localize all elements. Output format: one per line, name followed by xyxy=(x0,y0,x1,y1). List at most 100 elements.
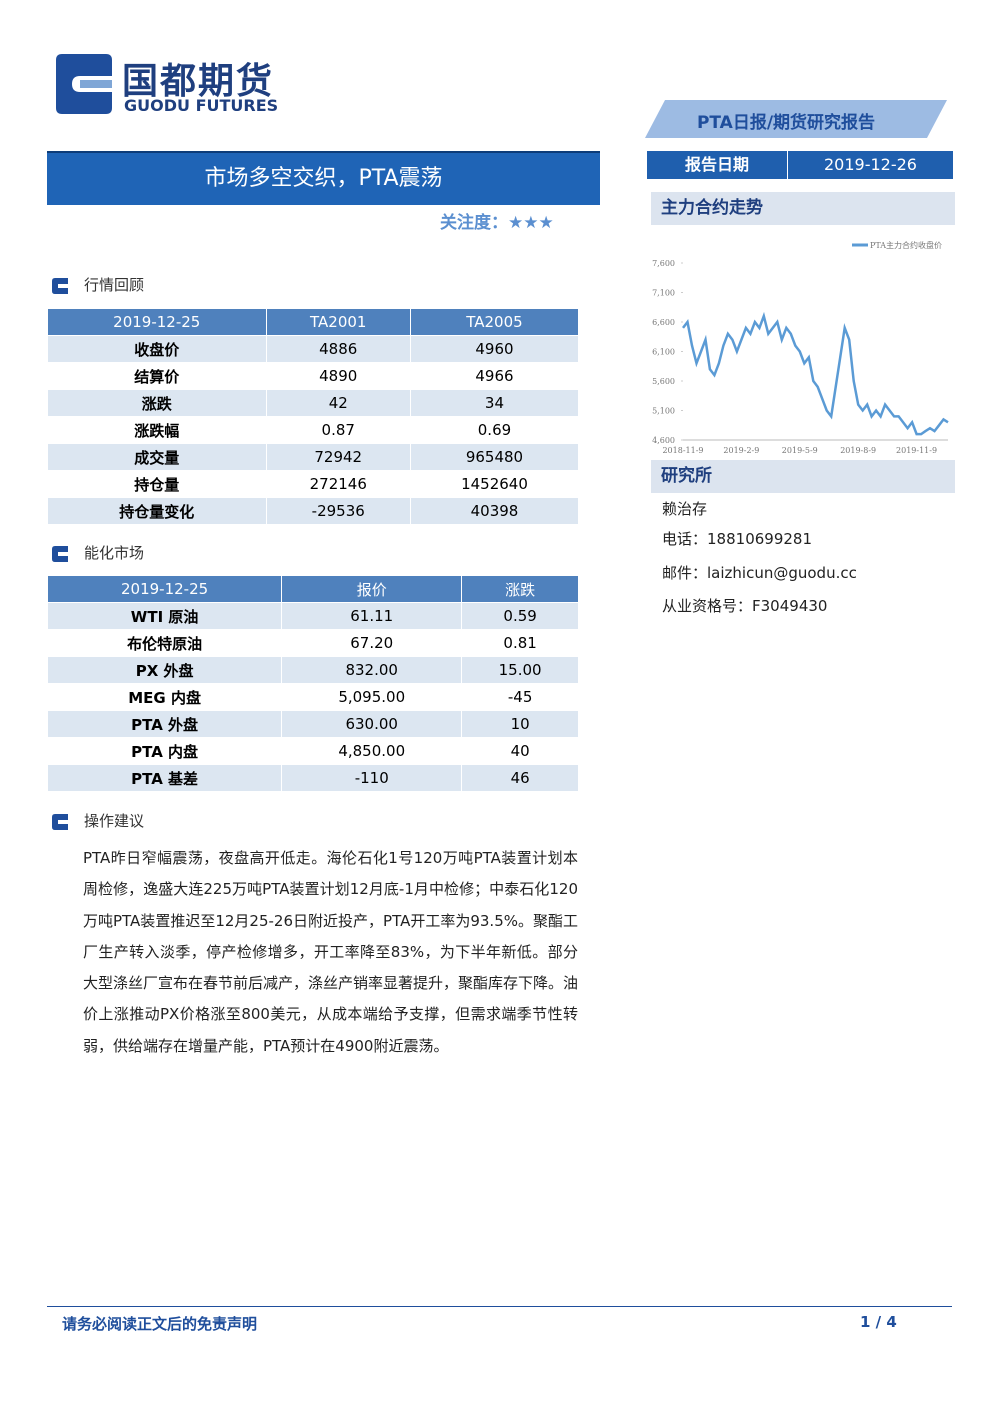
phone: 电话：18810699281 xyxy=(662,528,812,549)
section-title: 操作建议 xyxy=(84,812,145,830)
y-tick-label: 7,600 xyxy=(652,259,675,268)
energy-table: 2019-12-25 报价 涨跌 WTI 原油 61.11 0.59 布伦特原油 67.20 0… xyxy=(46,575,579,792)
x-tick-label: 2019-11-9 xyxy=(896,446,937,455)
email-label: 邮件： xyxy=(662,564,708,582)
header-cell: 2019-12-25 xyxy=(46,575,283,603)
legend-label: PTA主力合约收盘价 xyxy=(870,240,942,250)
section-title: 行情回顾 xyxy=(84,276,145,294)
header-cell: 2019-12-25 xyxy=(47,308,267,336)
date: 2019-12-26 xyxy=(788,151,953,179)
row-label: WTI 原油 xyxy=(46,602,283,630)
header-cell: TA2005 xyxy=(409,308,580,336)
date-label: 报告日期 xyxy=(647,151,787,179)
cell: 46 xyxy=(461,764,579,792)
quote-table: 2019-12-25 TA2001 TA2005 收盘价 4886 4960 结算价 4890… xyxy=(47,308,580,525)
x-tick-label: 2018-11-9 xyxy=(662,446,703,455)
row: PTA 基差 -110 46 xyxy=(46,764,579,792)
line xyxy=(682,311,949,436)
disclaimer[interactable]: 请务必阅读正文后的免责声明 xyxy=(62,1315,258,1333)
cell: 10 xyxy=(461,710,579,738)
cell: 0.59 xyxy=(461,602,579,630)
cell: -110 xyxy=(281,764,463,792)
row-label: 持仓量 xyxy=(47,470,267,498)
analyst: 赖治存 xyxy=(662,500,708,518)
row: 涨跌 42 34 xyxy=(47,389,580,417)
license-value: F3049430 xyxy=(752,597,828,615)
y-tick-label: 7,100 xyxy=(652,289,675,298)
banner xyxy=(645,100,947,138)
cell: 5,095.00 xyxy=(281,683,463,711)
research-title: 研究所 xyxy=(651,460,955,493)
cell: 4,850.00 xyxy=(281,737,463,765)
logo-cn: 国都期货 xyxy=(122,61,275,102)
row: 持仓量变化 -29536 40398 xyxy=(47,497,580,525)
cell: 272146 xyxy=(265,470,411,498)
cell: 40398 xyxy=(409,497,580,525)
attention-label: 关注度： xyxy=(440,213,508,233)
header-cell: 涨跌 xyxy=(461,575,579,603)
attention-stars: ★★★ xyxy=(508,213,554,233)
logo-en: GUODU FUTURES xyxy=(124,96,279,115)
row: MEG 内盘 5,095.00 -45 xyxy=(46,683,579,711)
cell: 630.00 xyxy=(281,710,463,738)
cell: 4960 xyxy=(409,335,580,363)
cell: 42 xyxy=(265,389,411,417)
section: 能化市场 xyxy=(50,542,144,563)
cell: 4886 xyxy=(265,335,411,363)
cell: -45 xyxy=(461,683,579,711)
x-tick-label: 2019-2-9 xyxy=(723,446,759,455)
row: 结算价 4890 4966 xyxy=(47,362,580,390)
cell: 965480 xyxy=(409,443,580,471)
row-label: 收盘价 xyxy=(47,335,267,363)
phone-label: 电话： xyxy=(662,530,708,548)
section-icon xyxy=(52,277,68,294)
attention: 关注度：★★★ xyxy=(440,208,554,233)
cell: 40 xyxy=(461,737,579,765)
cell: -29536 xyxy=(265,497,411,525)
section-title: 能化市场 xyxy=(84,544,145,562)
section-icon xyxy=(52,545,68,562)
row: 持仓量 272146 1452640 xyxy=(47,470,580,498)
logo-icon xyxy=(56,54,112,114)
row-label: 持仓量变化 xyxy=(47,497,267,525)
chart-title: 主力合约走势 xyxy=(651,192,955,225)
header-row: 2019-12-25 报价 涨跌 xyxy=(46,575,579,603)
header-row: 2019-12-25 TA2001 TA2005 xyxy=(47,308,580,336)
row-label: PTA 外盘 xyxy=(46,710,283,738)
email: 邮件：laizhicun@guodu.cc xyxy=(662,562,857,583)
row: 布伦特原油 67.20 0.81 xyxy=(46,629,579,657)
license-label: 从业资格号： xyxy=(662,597,753,615)
x-tick-label: 2019-5-9 xyxy=(782,446,818,455)
cell: 67.20 xyxy=(281,629,463,657)
y-tick-label: 5,100 xyxy=(652,407,675,416)
row: WTI 原油 61.11 0.59 xyxy=(46,602,579,630)
page-number: 1 / 4 xyxy=(860,1313,897,1331)
title: 市场多空交织，PTA震荡 xyxy=(47,151,600,205)
x-tick-label: 2019-8-9 xyxy=(840,446,876,455)
y-tick-label: 6,100 xyxy=(652,348,675,357)
cell: 4890 xyxy=(265,362,411,390)
y-tick-label: 6,600 xyxy=(652,318,675,327)
cell: 4966 xyxy=(409,362,580,390)
header-cell: 报价 xyxy=(281,575,463,603)
cell: 34 xyxy=(409,389,580,417)
row-label: 涨跌 xyxy=(47,389,267,417)
report-type: PTA日报/期货研究报告 xyxy=(696,113,876,133)
footer-rule xyxy=(47,1306,952,1307)
section: 操作建议 xyxy=(50,810,144,831)
chart: 4,600 5,100 5,600 6,100 6,600 7,100 7,600 2018-… xyxy=(652,240,949,455)
cell: 1452640 xyxy=(409,470,580,498)
cell: 61.11 xyxy=(281,602,463,630)
advice: PTA昨日窄幅震荡，夜盘高开低走。海伦石化1号120万吨PTA装置计划本周检修，… xyxy=(83,849,579,1055)
row-label: PTA 内盘 xyxy=(46,737,283,765)
cell: 0.87 xyxy=(265,416,411,444)
row: PTA 内盘 4,850.00 40 xyxy=(46,737,579,765)
email-value[interactable]: laizhicun@guodu.cc xyxy=(707,564,857,582)
section: 行情回顾 xyxy=(50,274,144,295)
y-tick-label: 4,600 xyxy=(652,436,675,445)
y-tick-label: 5,600 xyxy=(652,377,675,386)
cell: 832.00 xyxy=(281,656,463,684)
row-label: PTA 基差 xyxy=(46,764,283,792)
row: PX 外盘 832.00 15.00 xyxy=(46,656,579,684)
